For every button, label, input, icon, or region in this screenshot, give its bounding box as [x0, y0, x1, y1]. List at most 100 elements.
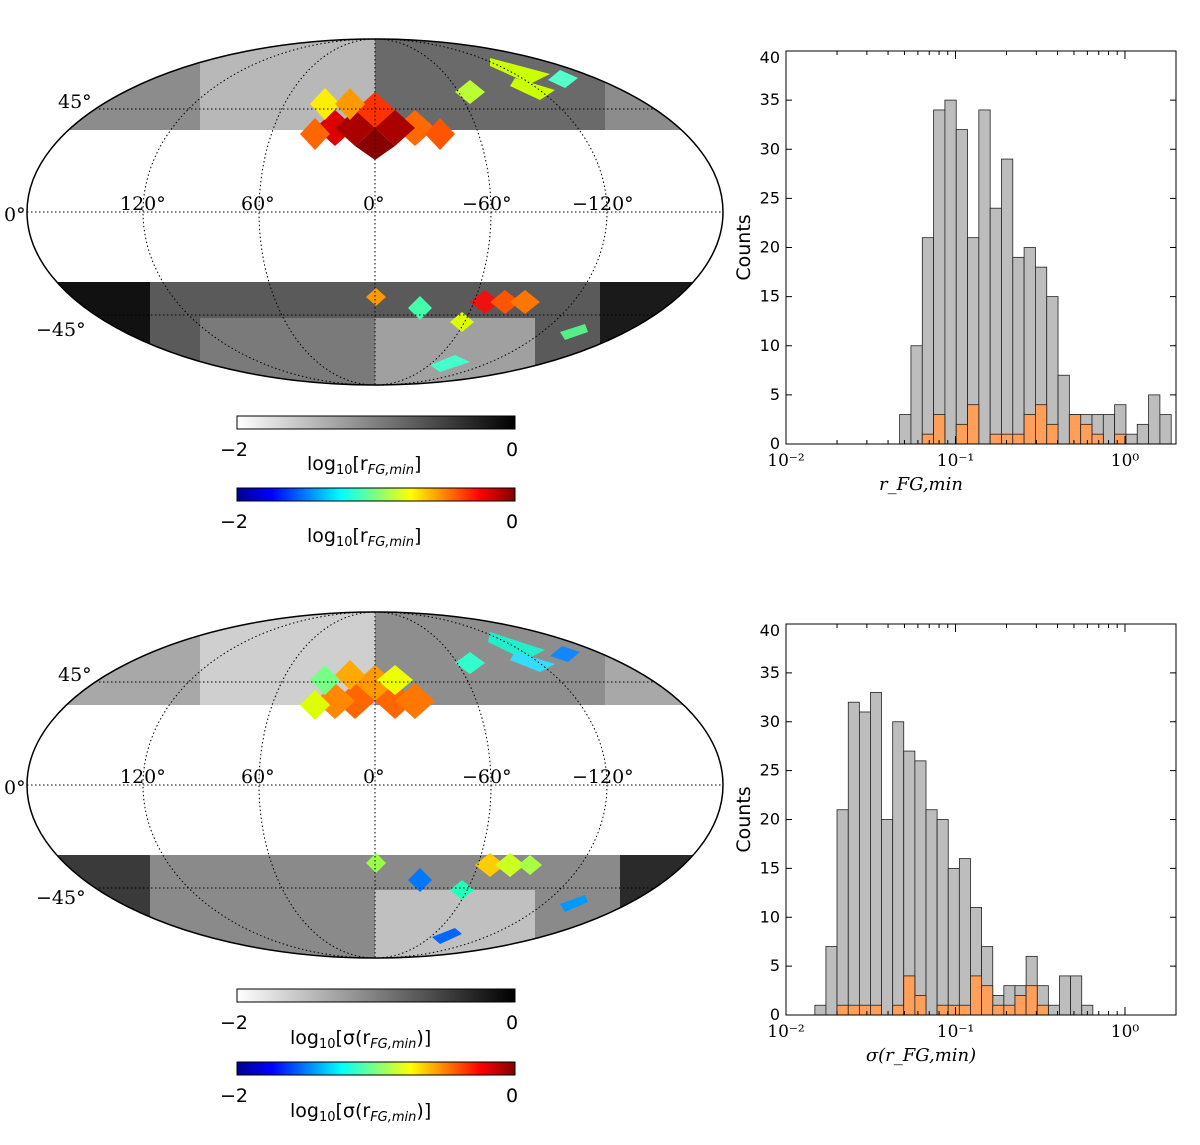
bar-all-23: [1070, 975, 1083, 1016]
bar-all-13: [1046, 296, 1059, 445]
bar-all-1: [910, 345, 923, 445]
y-tick-label: 20: [760, 810, 780, 829]
colorbar-jet-bottom: −2 0 log10[σ(rFG,min)]: [220, 1061, 518, 1125]
bar-all-21: [1136, 423, 1149, 445]
colorbar-jet-bottom-min: −2: [220, 1085, 248, 1107]
bar-all-23: [1159, 414, 1172, 445]
bar-selected-13: [1046, 423, 1059, 445]
bar-all-5: [955, 129, 968, 445]
bar-selected-7: [892, 1004, 905, 1016]
bar-selected-9: [914, 995, 927, 1016]
colorbar-jet-bottom-max: 0: [506, 1085, 518, 1107]
bar-selected-17: [1003, 1004, 1016, 1016]
bar-all-22: [1059, 975, 1071, 1016]
bar-all-3: [933, 109, 946, 445]
x-tick-label: 10⁻²: [767, 451, 804, 471]
y-tick-label: 40: [760, 621, 780, 640]
y-tick-label: 25: [760, 188, 780, 207]
lon-label-m120-bottom: −120°: [572, 766, 634, 788]
bar-all-9: [1001, 158, 1014, 445]
bar-all-2: [836, 809, 849, 1016]
colorbar-gray-bottom-label: log10[σ(rFG,min)]: [290, 1027, 431, 1052]
bar-selected-8: [903, 975, 916, 1016]
lon-label-60-top: 60°: [241, 193, 275, 215]
y-tick-label: 0: [770, 434, 780, 453]
colorbar-jet-top: −2 0 log10[rFG,min]: [220, 487, 518, 550]
bar-all-4: [944, 99, 957, 445]
y-tick-label: 20: [760, 238, 780, 257]
lat-label-0-top: 0°: [4, 204, 26, 226]
bar-selected-13: [958, 1004, 971, 1016]
y-tick-label: 15: [760, 287, 780, 306]
mollweide-map-bottom: 45° 0° −45° 120° 60° 0° −60° −120° −2 0 …: [4, 611, 724, 1125]
colorbar-gray-top-max: 0: [506, 439, 518, 461]
colorbar-gray-top: −2 0 log10[rFG,min]: [220, 415, 518, 478]
bar-all-22: [1148, 394, 1161, 445]
colorbar-jet-top-min: −2: [220, 511, 248, 533]
bar-all-9: [914, 760, 927, 1016]
lon-label-0-top: 0°: [363, 193, 385, 215]
lat-label-45-top: 45°: [58, 91, 92, 113]
x-tick-label: 10⁰: [1111, 451, 1140, 471]
mollweide-map-top: 45° 0° −45° 120° 60° 0° −60° −120° −2 0 …: [4, 38, 724, 550]
colorbar-gray-top-min: −2: [220, 439, 248, 461]
lat-label-m45-bottom: −45°: [36, 887, 86, 909]
bar-selected-8: [989, 433, 1002, 445]
bar-all-7: [978, 109, 991, 445]
lat-label-0-bottom: 0°: [4, 777, 26, 799]
bar-selected-5: [955, 423, 968, 445]
bar-selected-11: [1023, 414, 1036, 445]
bar-selected-18: [1014, 995, 1027, 1016]
y-tick-label: 10: [760, 907, 780, 926]
bar-selected-4: [858, 1004, 871, 1016]
bar-selected-10: [1012, 433, 1025, 445]
bar-selected-6: [967, 404, 980, 445]
bar-all-3: [847, 701, 860, 1016]
y-axis-label: Counts: [733, 786, 755, 852]
colorbar-gray-bottom-min: −2: [220, 1012, 248, 1034]
bar-all-18: [1102, 414, 1116, 445]
y-tick-label: 35: [760, 90, 780, 109]
x-tick-label: 10⁻²: [767, 1022, 804, 1042]
bar-all-0: [899, 414, 912, 445]
bar-selected-3: [933, 414, 946, 445]
lon-label-m60-bottom: −60°: [462, 766, 512, 788]
bar-all-8: [903, 750, 916, 1016]
y-tick-label: 15: [760, 858, 780, 877]
x-axis-label: r_FG,min: [879, 474, 963, 495]
bar-all-7: [892, 721, 905, 1016]
colorbar-jet-bottom-label: log10[σ(rFG,min)]: [290, 1100, 431, 1125]
lat-label-45-bottom: 45°: [58, 664, 92, 686]
bar-selected-9: [1001, 433, 1014, 445]
lon-label-0-bottom: 0°: [363, 766, 385, 788]
bar-all-0: [814, 1004, 827, 1016]
bar-all-6: [881, 819, 894, 1016]
bar-all-10: [1012, 256, 1025, 445]
bar-selected-12: [1035, 404, 1048, 445]
lon-label-120-bottom: 120°: [120, 766, 166, 788]
y-axis-label: Counts: [733, 214, 755, 280]
colorbar-jet-top-label: log10[rFG,min]: [307, 525, 421, 550]
y-tick-label: 25: [760, 761, 780, 780]
bar-selected-2: [921, 433, 935, 445]
bar-selected-16: [1080, 423, 1093, 445]
bar-all-13: [958, 858, 971, 1016]
bar-all-2: [921, 237, 935, 445]
bar-all-8: [989, 207, 1002, 445]
bar-all-1: [825, 946, 838, 1016]
bar-selected-20: [1036, 1004, 1049, 1016]
bar-all-20: [1125, 433, 1138, 445]
colorbar-gray-bottom-max: 0: [506, 1012, 518, 1034]
x-tick-label: 10⁻¹: [937, 451, 974, 471]
bar-all-5: [870, 692, 882, 1016]
bar-selected-16: [992, 1004, 1005, 1016]
colorbar-jet-top-max: 0: [506, 511, 518, 533]
y-tick-label: 5: [770, 385, 780, 404]
y-tick-label: 0: [770, 1005, 780, 1024]
y-tick-label: 30: [760, 139, 780, 158]
bar-all-11: [936, 819, 949, 1016]
colorbar-gray-top-label: log10[rFG,min]: [307, 453, 421, 478]
histogram-top: 0 5 10 15 20 25 30 35 40 10⁻² 10⁻¹ 10⁰ Counts r_FG,mi…: [733, 48, 1177, 495]
y-tick-label: 35: [760, 663, 780, 682]
bar-selected-14: [970, 975, 983, 1016]
